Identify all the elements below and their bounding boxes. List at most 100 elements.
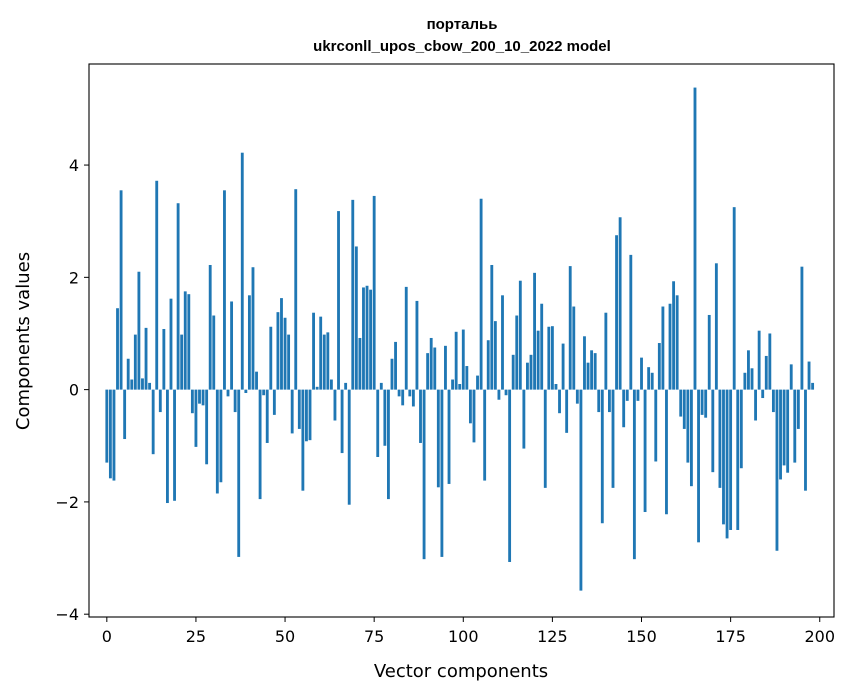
bar	[689, 389, 693, 487]
bar	[800, 266, 804, 390]
bar	[105, 389, 109, 463]
bar	[608, 389, 611, 413]
bar	[390, 358, 394, 390]
bar	[190, 389, 194, 414]
bar	[511, 354, 515, 390]
bar	[747, 350, 750, 390]
bar	[654, 389, 658, 462]
bar	[743, 372, 747, 390]
plot-frame	[88, 63, 835, 618]
bar	[176, 203, 180, 390]
bar	[429, 337, 433, 390]
bar	[372, 195, 376, 390]
bar	[586, 362, 590, 390]
bar	[337, 211, 340, 390]
bar	[493, 321, 497, 390]
bar	[444, 345, 447, 390]
bar	[433, 347, 437, 390]
bar	[704, 389, 708, 418]
bar	[290, 389, 294, 434]
bar	[497, 389, 501, 400]
bar	[479, 198, 483, 390]
bar	[280, 298, 283, 390]
bar	[119, 190, 123, 390]
bar	[305, 389, 308, 442]
bar	[807, 361, 811, 390]
bar	[369, 289, 373, 390]
bar	[255, 371, 258, 390]
bar	[376, 389, 380, 457]
bar	[265, 389, 269, 443]
bar	[215, 389, 219, 494]
y-tick-label: 0	[69, 381, 79, 400]
bar	[247, 295, 251, 390]
bar	[447, 389, 451, 484]
bar	[137, 271, 141, 390]
bar	[297, 389, 301, 429]
bar	[771, 389, 775, 413]
bar	[554, 384, 558, 390]
bar	[693, 87, 697, 390]
bar	[518, 280, 522, 390]
bar	[148, 382, 152, 390]
bar	[465, 366, 469, 390]
bar	[568, 266, 572, 390]
bar	[739, 389, 743, 469]
bar	[183, 291, 187, 390]
bar	[212, 315, 216, 390]
bar	[675, 295, 679, 390]
x-axis-ticks: 0 25 50 75 100 125 150 175 200	[102, 617, 835, 646]
bar	[764, 355, 768, 390]
bar	[401, 389, 405, 406]
bar	[600, 389, 604, 524]
bar	[686, 389, 690, 463]
bar	[529, 354, 533, 390]
bar	[461, 329, 465, 390]
bar	[768, 333, 772, 390]
x-tick-label: 0	[102, 627, 112, 646]
bar	[547, 326, 551, 390]
bar	[632, 389, 636, 560]
bar	[668, 303, 672, 390]
bar	[194, 389, 198, 447]
bar	[682, 389, 686, 429]
bar	[301, 389, 305, 491]
bar	[244, 389, 248, 393]
bar	[315, 386, 319, 390]
bar	[436, 389, 440, 488]
x-tick-label: 150	[626, 627, 657, 646]
bar	[123, 389, 127, 440]
bar	[158, 389, 162, 413]
bar	[501, 295, 504, 390]
bar	[169, 298, 173, 390]
x-axis-label: Vector components	[374, 661, 548, 682]
chart-title-line-2: ukrconll_upos_cbow_200_10_2022 model	[313, 38, 611, 55]
bar	[322, 334, 326, 390]
bar	[515, 315, 519, 390]
bar	[572, 306, 576, 390]
bar	[454, 331, 458, 390]
bar	[276, 312, 280, 390]
bar	[251, 267, 255, 390]
bar	[108, 389, 112, 479]
bar	[579, 389, 583, 591]
bar	[173, 389, 176, 501]
bar	[394, 341, 397, 390]
bar	[640, 357, 643, 390]
bar	[679, 389, 683, 417]
bar	[151, 389, 155, 455]
bar	[112, 389, 116, 481]
bar	[326, 332, 330, 390]
bar	[358, 337, 362, 390]
bar	[558, 389, 561, 414]
x-tick-label: 25	[186, 627, 206, 646]
x-tick-label: 200	[804, 627, 835, 646]
bar	[347, 389, 351, 505]
bar	[205, 389, 209, 465]
bar	[522, 389, 526, 449]
chart-title-line-1: портальь	[427, 16, 498, 33]
x-tick-label: 50	[275, 627, 295, 646]
x-tick-label: 100	[448, 627, 479, 646]
bar	[782, 389, 786, 466]
bar	[750, 368, 754, 390]
